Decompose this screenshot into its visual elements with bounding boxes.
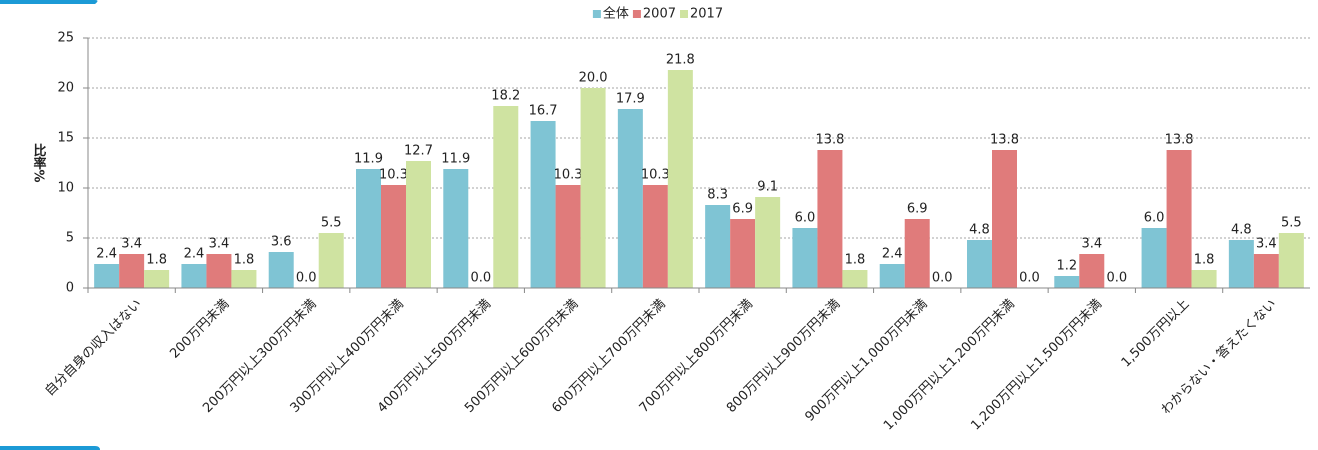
x-tick-label: 1,500万円以上 [1119,297,1193,371]
value-label: 0.0 [470,271,491,286]
bar [1191,270,1217,288]
value-label: 3.6 [271,235,292,250]
value-label: 10.3 [379,168,408,183]
value-label: 1.8 [1194,253,1215,268]
bar [231,270,257,288]
value-label: 8.3 [707,188,728,203]
value-label: 0.0 [1019,271,1040,286]
bar [1228,240,1254,288]
bar [94,264,120,288]
y-tick-label: 15 [57,131,74,146]
bar [181,264,207,288]
bar [730,219,756,288]
value-label: 6.0 [1144,211,1165,226]
legend-swatch [592,10,601,18]
value-label: 6.9 [732,202,753,217]
bar [705,205,731,288]
value-label: 21.8 [666,53,695,68]
value-label: 1.8 [146,253,167,268]
bar [879,264,905,288]
value-label: 12.7 [404,144,433,159]
value-label: 5.5 [1281,216,1302,231]
y-tick-label: 0 [66,281,74,296]
bar [381,185,406,288]
value-label: 13.8 [990,133,1019,148]
bar [580,88,606,288]
bar [1278,233,1304,288]
bar [443,169,469,288]
y-tick-label: 5 [66,231,74,246]
bar [555,185,581,288]
legend-label: 全体 [603,6,629,22]
value-label: 1.2 [1056,259,1077,274]
value-label: 16.7 [529,104,558,119]
bar [356,169,381,288]
bar [268,252,294,288]
bar [406,161,431,288]
value-label: 3.4 [209,237,230,252]
value-label: 17.9 [616,92,645,107]
bar [1079,254,1105,288]
value-label: 20.0 [579,71,608,86]
legend-label: 2017 [690,7,723,22]
value-label: 18.2 [491,89,520,104]
y-axis-label: 比率% [31,143,47,183]
legend-label: 2007 [643,7,676,22]
bar [842,270,868,288]
value-label: 6.9 [907,202,928,217]
value-label: 4.8 [1231,223,1252,238]
bar [817,150,843,288]
bar [530,121,556,288]
bar [904,219,930,288]
value-label: 10.3 [641,168,670,183]
value-label: 11.9 [354,152,383,167]
value-label: 2.4 [96,247,117,262]
value-label: 13.8 [1165,133,1194,148]
x-tick-label: 200万円未満 [167,297,232,362]
value-label: 3.4 [1081,237,1102,252]
value-label: 0.0 [1106,271,1127,286]
y-tick-label: 10 [57,181,74,196]
value-label: 2.4 [184,247,205,262]
value-label: 10.3 [554,168,583,183]
value-label: 9.1 [757,180,778,195]
bar [617,109,643,288]
bar [206,254,232,288]
value-label: 13.8 [815,133,844,148]
bar [1253,254,1279,288]
bar [493,106,519,288]
corner-tab [0,446,100,450]
bar [1141,228,1167,288]
value-label: 0.0 [932,271,953,286]
bar [119,254,145,288]
value-label: 5.5 [321,216,342,231]
legend-swatch [632,10,641,18]
value-label: 3.4 [121,237,142,252]
bar [792,228,818,288]
legend-swatch [680,10,689,18]
value-label: 3.4 [1256,237,1277,252]
value-label: 6.0 [795,211,816,226]
value-label: 1.8 [845,253,866,268]
bar [642,185,668,288]
y-tick-label: 20 [57,81,74,96]
value-label: 4.8 [969,223,990,238]
corner-tab [0,0,98,4]
value-label: 2.4 [882,247,903,262]
bar [992,150,1017,288]
bar [318,233,344,288]
bar [1166,150,1192,288]
bar [667,70,693,288]
value-label: 11.9 [441,152,470,167]
bar [967,240,992,288]
x-tick-label: 自分自身の収入はない [42,296,145,399]
y-tick-label: 25 [57,31,74,46]
bar [755,197,781,288]
bar [1054,276,1080,288]
bar [144,270,170,288]
value-label: 1.8 [234,253,255,268]
value-label: 0.0 [296,271,317,286]
